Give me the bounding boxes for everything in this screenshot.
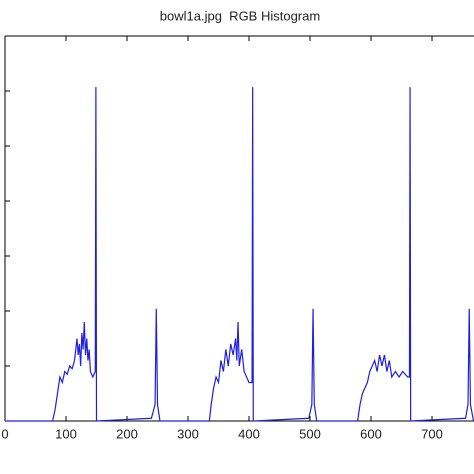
x-tick-label: 0 xyxy=(1,426,8,441)
x-tick-label: 400 xyxy=(238,426,260,441)
x-tick-label: 500 xyxy=(299,426,321,441)
x-tick-label: 200 xyxy=(116,426,138,441)
x-tick-label: 600 xyxy=(360,426,382,441)
chart-title: bowl1a.jpg RGB Histogram xyxy=(160,8,320,23)
x-tick-label: 100 xyxy=(55,426,77,441)
histogram-line xyxy=(5,87,474,422)
x-tick-label: 700 xyxy=(421,426,443,441)
x-tick-label: 300 xyxy=(177,426,199,441)
